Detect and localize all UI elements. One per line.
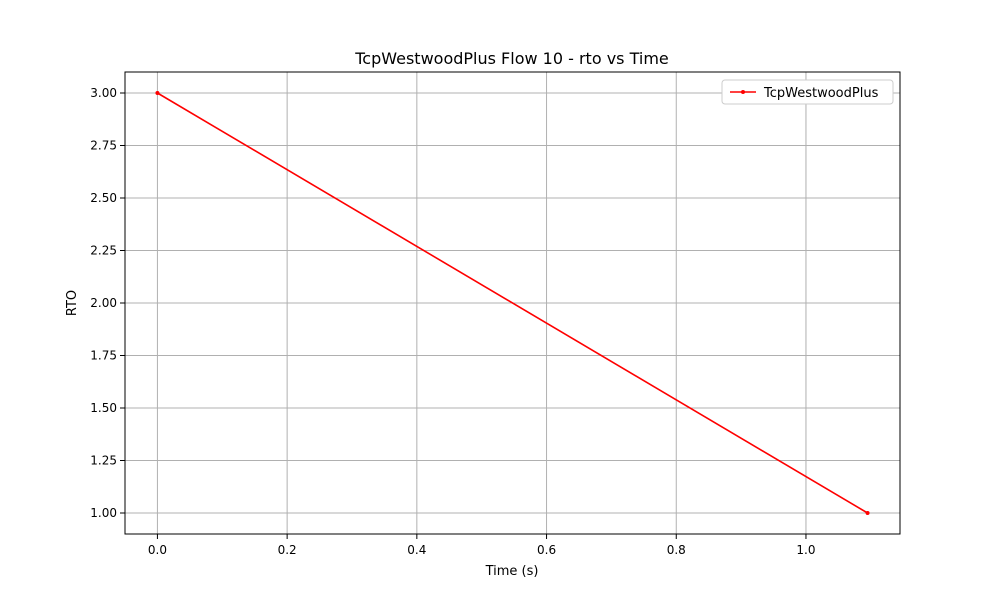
y-axis-label: RTO (65, 290, 80, 316)
data-point (865, 511, 870, 515)
y-tick-label: 2.50 (90, 191, 117, 205)
y-tick-label: 3.00 (90, 86, 117, 100)
x-tick-label: 0.6 (537, 543, 556, 557)
y-tick-label: 2.25 (90, 244, 117, 258)
series-layer (155, 91, 870, 515)
legend-box (721, 79, 894, 105)
y-axis-ticks: 1.00 1.25 1.50 1.75 2.00 2.25 2.50 2.75 3.00 (90, 86, 125, 520)
x-axis-label: Time (s) (485, 564, 539, 579)
y-tick-label: 1.75 (90, 349, 117, 363)
series-line (157, 92, 868, 514)
y-tick-label: 1.25 (90, 454, 117, 468)
y-tick-label: 1.00 (90, 506, 117, 520)
chart-title: TcpWestwoodPlus Flow 10 - rto vs Time (354, 49, 669, 68)
y-tick-label: 2.75 (90, 139, 117, 153)
legend-marker (741, 90, 745, 94)
x-tick-label: 0.8 (667, 543, 686, 557)
legend: TcpWestwoodPlus (721, 79, 894, 105)
x-tick-label: 0.0 (148, 543, 167, 557)
x-tick-label: 1.0 (796, 543, 815, 557)
data-point (155, 91, 160, 95)
legend-label: TcpWestwoodPlus (763, 86, 879, 101)
y-tick-label: 1.50 (90, 401, 117, 415)
x-axis-ticks: 0.0 0.2 0.4 0.6 0.8 1.0 (148, 534, 816, 557)
x-tick-label: 0.2 (278, 543, 297, 557)
y-tick-label: 2.00 (90, 296, 117, 310)
x-tick-label: 0.4 (407, 543, 426, 557)
